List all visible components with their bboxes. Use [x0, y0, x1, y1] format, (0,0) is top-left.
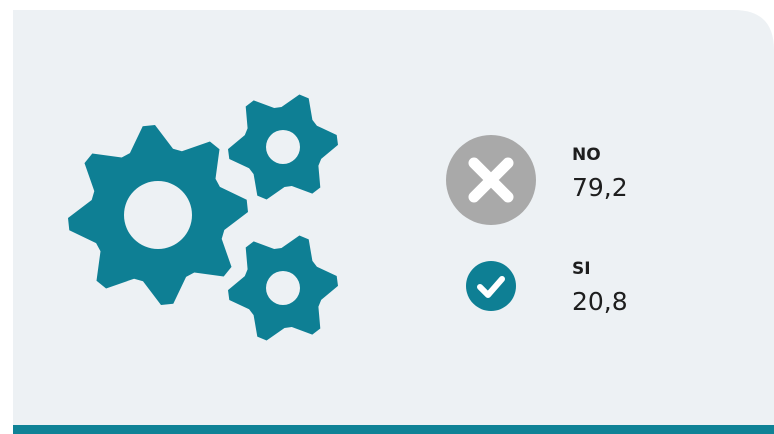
no-value: 79,2	[572, 173, 628, 202]
gears-icon	[68, 94, 338, 341]
card	[13, 10, 774, 425]
gear	[228, 235, 338, 341]
no-label: NO	[572, 145, 601, 165]
bottom-bar	[13, 425, 774, 434]
no-icon	[446, 135, 536, 225]
gear	[68, 125, 248, 305]
gear	[228, 94, 338, 200]
si-label: SI	[572, 259, 591, 279]
si-value: 20,8	[572, 287, 628, 316]
si-icon	[466, 261, 516, 311]
